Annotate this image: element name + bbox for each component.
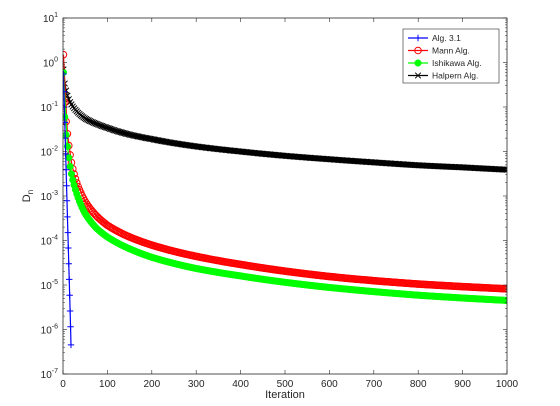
y-tick-label: 10-4: [41, 235, 58, 248]
x-tick-label: 1000: [496, 379, 519, 390]
series-point: [66, 276, 73, 283]
y-tick-exponent: 1: [54, 12, 58, 19]
legend-item: Alg. 3.1: [408, 33, 461, 43]
series-point: [65, 154, 73, 162]
series-point: [63, 131, 70, 139]
series-point: [503, 296, 507, 304]
y-tick-base: 10: [43, 59, 55, 70]
series-point: [503, 166, 507, 173]
y-tick-label: 10-1: [41, 101, 58, 114]
x-axis-label: Iteration: [265, 389, 305, 401]
series-point: [501, 166, 507, 173]
series-point: [63, 50, 68, 59]
series-point: [66, 307, 74, 315]
series-point: [67, 341, 75, 349]
series-point: [65, 244, 72, 252]
x-tick-label: 200: [143, 379, 160, 390]
series-point: [63, 70, 67, 78]
legend-label: Ishikawa Alg.: [432, 58, 482, 68]
y-tick-exponent: -7: [52, 368, 58, 375]
y-tick-exponent: -4: [52, 235, 58, 242]
series-point: [502, 166, 507, 173]
series-point: [63, 88, 68, 95]
legend-item: Mann Alg.: [408, 46, 470, 56]
series-ishikawa-alg: [63, 68, 507, 304]
y-tick-label: 10-5: [41, 279, 58, 292]
legend-label: Mann Alg.: [432, 46, 470, 56]
y-tick-label: 10-3: [41, 190, 58, 203]
y-tick-exponent: -5: [52, 279, 58, 286]
y-tick-base: 10: [41, 148, 53, 159]
series-point: [66, 291, 73, 299]
y-tick-base: 10: [41, 237, 53, 248]
y-tick-label: 100: [43, 57, 58, 70]
series-point: [63, 197, 71, 205]
series-point: [64, 213, 71, 221]
x-tick-label: 100: [99, 379, 116, 390]
legend-label: Halpern Alg.: [432, 71, 478, 81]
y-tick-base: 10: [43, 14, 55, 25]
x-tick-label: 400: [232, 379, 249, 390]
series-alg-3-1: [63, 70, 75, 349]
series-point: [63, 182, 70, 189]
legend-entries: Alg. 3.1 Mann Alg. Ishikawa Alg. Halpern Al…: [408, 33, 482, 81]
y-tick-exponent: -3: [52, 190, 58, 197]
series-point: [91, 210, 100, 219]
y-axis-label-main: D: [21, 194, 33, 202]
x-axis: 0 100 200 300 400 500 600 700 800 900 1000: [60, 18, 519, 390]
legend-swatch-marker: [414, 72, 422, 79]
x-tick-label: 700: [365, 379, 382, 390]
x-tick-label: 0: [60, 379, 66, 390]
y-tick-label: 10-2: [41, 146, 58, 159]
series-mann-alg: [63, 50, 507, 293]
x-tick-label: 500: [277, 379, 294, 390]
legend-swatch-marker: [414, 34, 422, 42]
x-tick-label: 300: [188, 379, 205, 390]
series-point: [67, 170, 75, 178]
x-tick-label: 600: [321, 379, 338, 390]
y-tick-label: 101: [43, 12, 58, 25]
y-tick-base: 10: [41, 192, 53, 203]
x-tick-label: 900: [454, 379, 471, 390]
series-point: [503, 285, 507, 293]
series-point: [65, 260, 72, 267]
legend-item: Halpern Alg.: [408, 71, 478, 81]
series-layer: [63, 50, 507, 349]
legend-item: Ishikawa Alg.: [408, 58, 482, 68]
y-tick-label: 10-7: [41, 368, 58, 381]
series-point: [63, 150, 69, 158]
series-point: [67, 323, 74, 330]
y-tick-exponent: -1: [52, 101, 58, 108]
series-point: [64, 229, 72, 236]
y-tick-label: 10-6: [41, 324, 58, 337]
y-tick-base: 10: [41, 326, 53, 337]
y-axis-label: Dn: [21, 190, 35, 202]
y-tick-exponent: 0: [54, 57, 58, 64]
y-tick-exponent: -2: [52, 146, 58, 153]
x-tick-label: 800: [410, 379, 427, 390]
y-axis-label-subscript: n: [26, 190, 35, 194]
y-tick-base: 10: [41, 281, 53, 292]
series-point: [63, 166, 70, 173]
series-halpern-alg: [63, 66, 507, 173]
series-point: [66, 162, 74, 171]
legend: Alg. 3.1 Mann Alg. Ishikawa Alg. Halpern Al…: [402, 28, 500, 84]
legend-swatch-marker: [414, 59, 422, 67]
y-tick-base: 10: [41, 103, 53, 114]
y-tick-base: 10: [41, 370, 53, 381]
legend-label: Alg. 3.1: [432, 33, 461, 43]
legend-swatch-marker: [414, 46, 422, 55]
y-tick-exponent: -6: [52, 324, 58, 331]
